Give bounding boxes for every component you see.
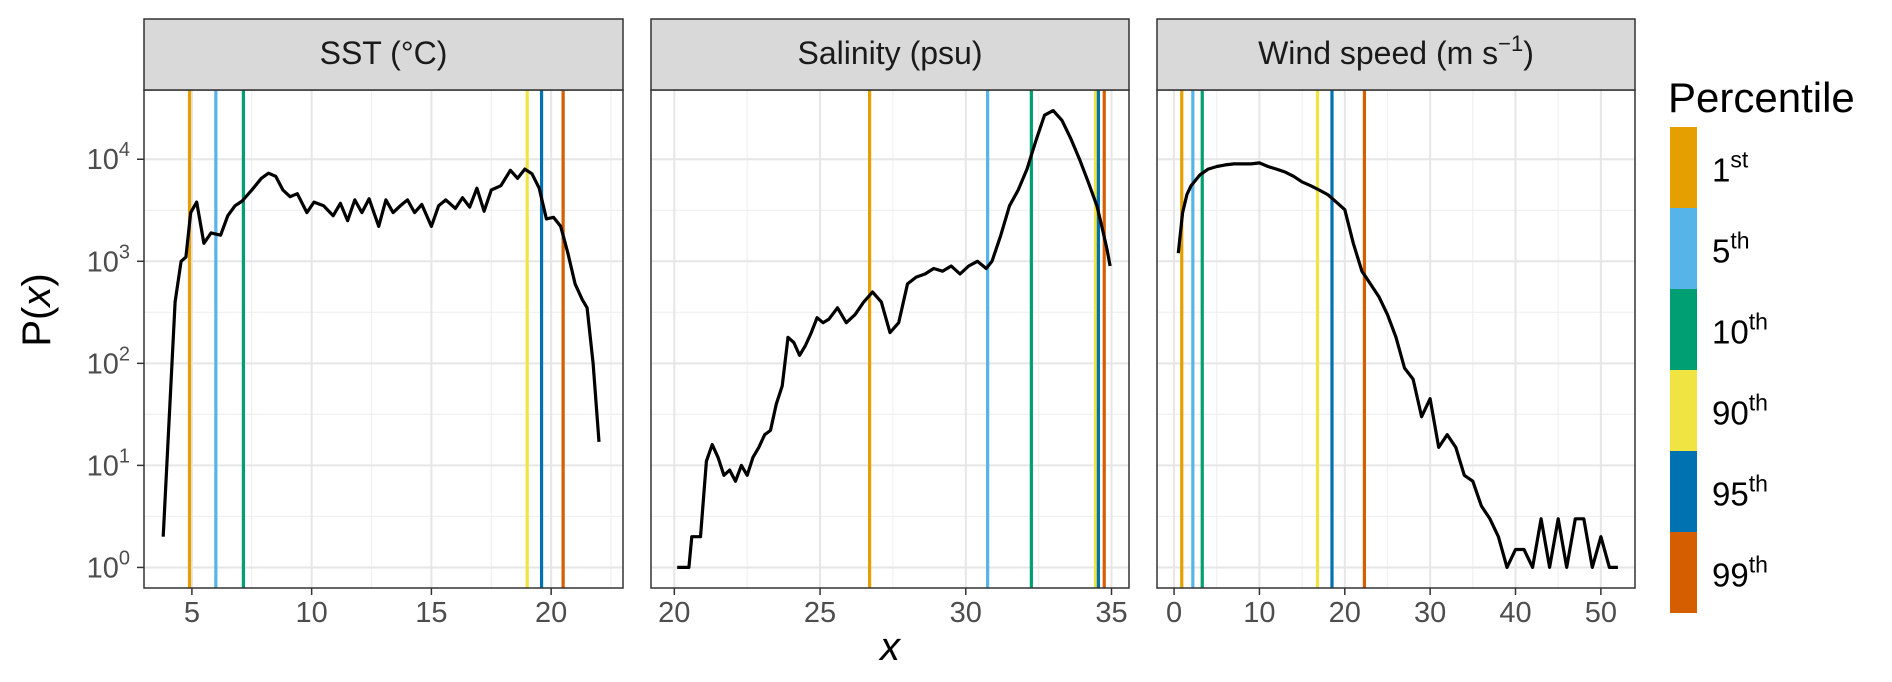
strip-background (650, 18, 1130, 91)
legend-swatch-10th (1670, 289, 1697, 370)
legend-swatch-99th (1670, 532, 1697, 613)
legend-title: Percentile (1668, 74, 1855, 121)
x-tick-label: 30 (1414, 597, 1446, 629)
x-tick-label: 20 (1329, 597, 1361, 629)
y-tick-label: 100 (87, 547, 130, 584)
panels-layer: SST (°C) 5 10 15 20 Salinity (psu) 20 25 30 35 Win… (143, 18, 1636, 629)
legend-swatch-1st (1670, 127, 1697, 208)
strip-background (1156, 18, 1636, 91)
legend: Percentile 1st 5th 10th 90th 95th 99th (1668, 74, 1855, 613)
panel-1: SST (°C) 5 10 15 20 (143, 18, 624, 629)
strip-background (143, 18, 624, 91)
strip-title: SST (°C) (320, 35, 448, 71)
x-tick-label: 40 (1499, 597, 1531, 629)
legend-label: 95th (1712, 471, 1768, 513)
density-line (1176, 161, 1618, 570)
legend-label: 10th (1712, 309, 1768, 351)
panel-2: Salinity (psu) 20 25 30 35 (650, 18, 1130, 629)
x-tick-label: 0 (1166, 597, 1182, 629)
legend-swatch-90th (1670, 370, 1697, 451)
legend-label: 90th (1712, 390, 1768, 432)
y-tick-label: 102 (87, 343, 130, 380)
x-tick-label: 10 (1243, 597, 1275, 629)
legend-label: 99th (1712, 552, 1768, 594)
x-tick-label: 50 (1585, 597, 1617, 629)
panel-background (651, 90, 1129, 588)
x-tick-label: 15 (415, 597, 447, 629)
strip-title: Salinity (psu) (798, 35, 983, 71)
y-axis: 100 101 102 103 104 (87, 139, 144, 584)
legend-label: 5th (1712, 228, 1750, 270)
density-line (161, 167, 601, 537)
legend-label: 1st (1712, 147, 1749, 189)
strip-title: Wind speed (m s−1) (1258, 31, 1534, 71)
legend-swatch-95th (1670, 451, 1697, 532)
density-line (677, 108, 1112, 570)
y-tick-label: 104 (87, 139, 130, 176)
panel-3: Wind speed (m s−1) 0 10 20 30 40 50 (1156, 18, 1636, 629)
x-tick-label: 5 (184, 597, 200, 629)
x-tick-label: 25 (804, 597, 836, 629)
y-tick-label: 101 (87, 445, 130, 482)
x-tick-label: 30 (950, 597, 982, 629)
x-tick-label: 10 (296, 597, 328, 629)
y-tick-label: 103 (87, 241, 130, 278)
x-axis-title: x (878, 625, 902, 669)
y-axis-title: P(x) (15, 273, 59, 346)
legend-swatch-5th (1670, 208, 1697, 289)
x-tick-label: 20 (535, 597, 567, 629)
x-tick-label: 35 (1095, 597, 1127, 629)
x-tick-label: 20 (658, 597, 690, 629)
